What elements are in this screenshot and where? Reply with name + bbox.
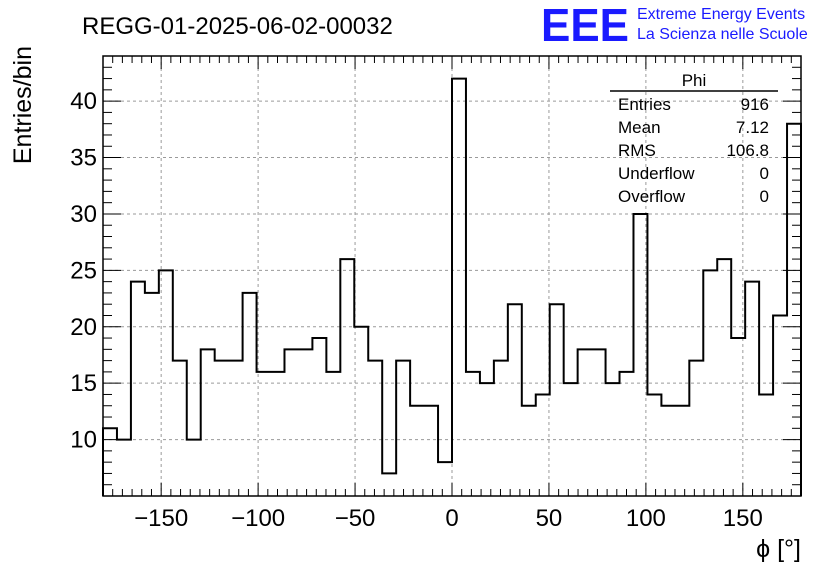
- histogram-bin: [550, 304, 564, 496]
- y-tick-label: 10: [70, 427, 97, 454]
- x-tick-label: 150: [723, 505, 763, 532]
- histogram-bin: [410, 406, 424, 496]
- histogram-bin: [620, 372, 634, 496]
- histogram-bin: [215, 361, 229, 496]
- histogram-bin: [424, 406, 438, 496]
- stats-value: 7.12: [736, 118, 769, 137]
- y-tick-label: 25: [70, 257, 97, 284]
- histogram-bin: [564, 383, 578, 496]
- stats-value: 0: [760, 164, 769, 183]
- histogram-bin: [243, 293, 257, 496]
- histogram-bin: [201, 349, 215, 496]
- histogram-bin: [578, 349, 592, 496]
- histogram-bin: [312, 338, 326, 496]
- histogram-bin: [298, 349, 312, 496]
- stats-label: Underflow: [618, 164, 695, 183]
- histogram-bin: [480, 383, 494, 496]
- histogram-bin: [787, 124, 801, 496]
- histogram-bin: [284, 349, 298, 496]
- stats-box: Phi Entries 916 Mean 7.12 RMS 106.8 Underflow 0…: [610, 71, 778, 206]
- histogram-bin: [731, 338, 745, 496]
- y-tick-label: 15: [70, 370, 97, 397]
- histogram-bin: [773, 315, 787, 496]
- histogram-bin: [103, 428, 117, 496]
- histogram-bin: [675, 406, 689, 496]
- stats-value: 106.8: [726, 141, 769, 160]
- x-tick-label: 100: [626, 505, 666, 532]
- histogram-bin: [452, 79, 466, 496]
- histogram-bars: [102, 77, 802, 496]
- eee-logo-line2: La Scienza nelle Scuole: [637, 26, 808, 43]
- eee-logo-mark: EEE: [541, 0, 629, 51]
- histogram-bin: [522, 406, 536, 496]
- x-tick-label: −100: [231, 505, 285, 532]
- histogram-bin: [759, 394, 773, 496]
- histogram-bin: [745, 282, 759, 496]
- histogram-bin: [508, 304, 522, 496]
- histogram-bin: [396, 361, 410, 496]
- histogram-bin: [257, 372, 271, 496]
- stats-label: Mean: [618, 118, 661, 137]
- histogram-bin: [340, 259, 354, 496]
- histogram-bin: [326, 372, 340, 496]
- x-tick-label: −150: [134, 505, 188, 532]
- stats-value: 0: [760, 187, 769, 206]
- stats-box-title: Phi: [682, 71, 707, 90]
- histogram-bin: [354, 327, 368, 496]
- histogram-outline: [102, 77, 802, 496]
- histogram-bin: [271, 372, 285, 496]
- axes: −150 −100 −50 0 50 100 150 10 15 20 25 30 35 40: [70, 55, 802, 532]
- y-axis-label: Entries/bin: [9, 46, 37, 164]
- y-tick-label: 20: [70, 314, 97, 341]
- stats-label: RMS: [618, 141, 656, 160]
- y-tick-label: 40: [70, 88, 97, 115]
- y-tick-label: 35: [70, 145, 97, 172]
- histogram-bin: [689, 361, 703, 496]
- eee-logo-line1: Extreme Energy Events: [637, 6, 805, 23]
- histogram-bin: [173, 361, 187, 496]
- x-axis-label: ϕ [°]: [756, 535, 801, 563]
- histogram-bin: [131, 282, 145, 496]
- histogram-bin: [117, 440, 131, 496]
- histogram-bin: [661, 406, 675, 496]
- x-tick-label: −50: [335, 505, 376, 532]
- eee-logo: EEE Extreme Energy Events La Scienza nel…: [541, 0, 808, 51]
- histogram-bin: [606, 383, 620, 496]
- stats-label: Overflow: [618, 187, 686, 206]
- histogram-bin: [159, 270, 173, 496]
- histogram-bin: [145, 293, 159, 496]
- histogram-bin: [633, 214, 647, 496]
- histogram-bin: [717, 259, 731, 496]
- histogram-bin: [703, 270, 717, 496]
- histogram-bin: [187, 440, 201, 496]
- histogram-bin: [368, 361, 382, 496]
- histogram-bin: [592, 349, 606, 496]
- x-tick-label: 50: [536, 505, 563, 532]
- histogram-bin: [438, 462, 452, 496]
- y-tick-label: 30: [70, 201, 97, 228]
- stats-label: Entries: [618, 95, 671, 114]
- x-tick-label: 0: [445, 505, 458, 532]
- histogram-bin: [536, 394, 550, 496]
- histogram-bin: [647, 394, 661, 496]
- stats-value: 916: [741, 95, 769, 114]
- histogram-bin: [466, 372, 480, 496]
- chart-title: REGG-01-2025-06-02-00032: [82, 13, 393, 40]
- histogram-bin: [382, 473, 396, 496]
- histogram-bin: [494, 361, 508, 496]
- histogram-bin: [229, 361, 243, 496]
